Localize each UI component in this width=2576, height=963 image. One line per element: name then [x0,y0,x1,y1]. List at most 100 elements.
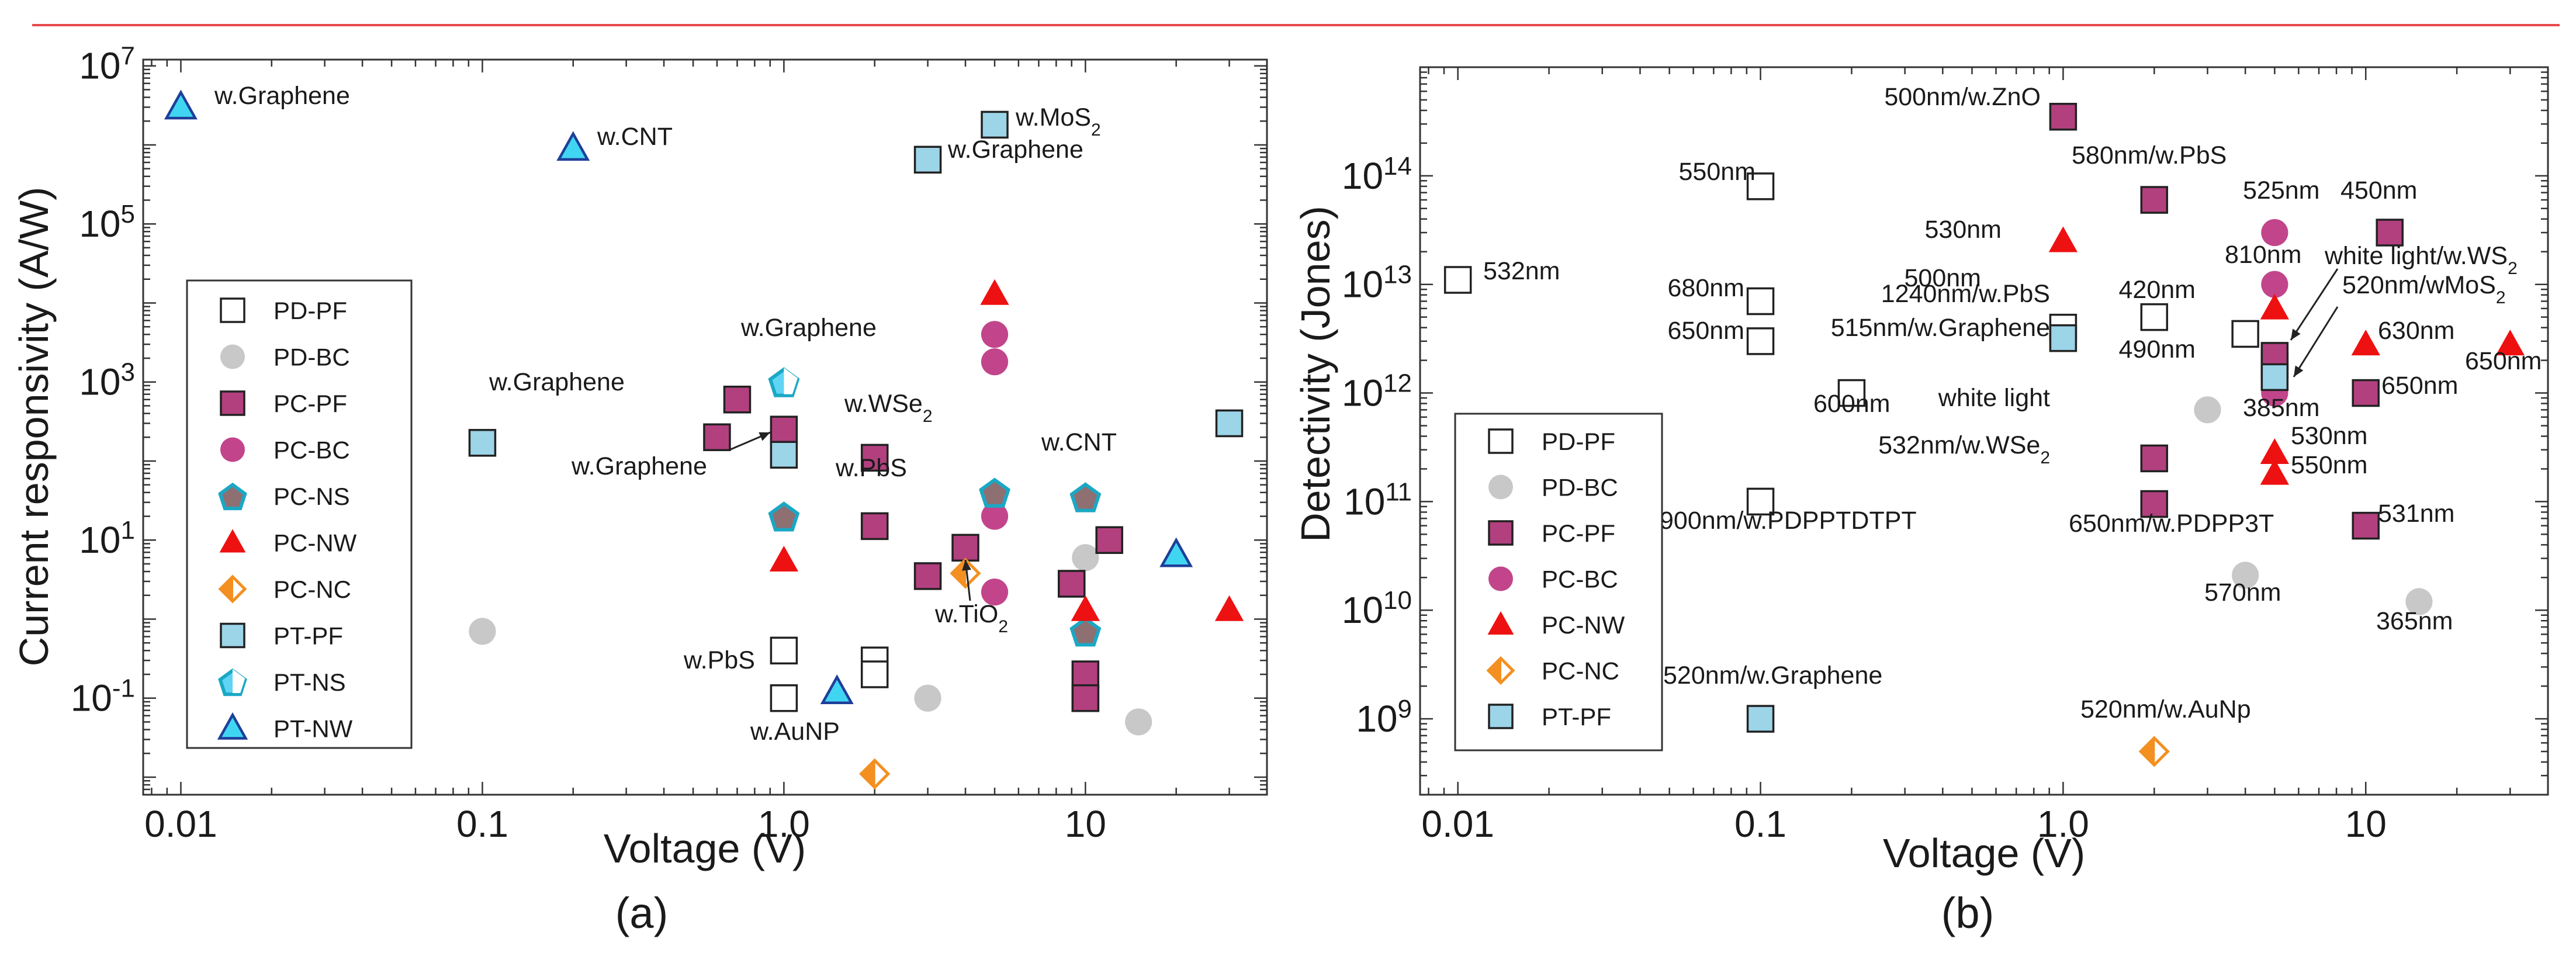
series-pc-pf [2049,102,2404,540]
legend-entry: PD-BC [220,344,350,371]
annotation-label: 650nm [2381,372,2458,400]
data-point [164,89,198,120]
data-point [1746,487,1775,516]
data-point [770,415,798,444]
data-point [979,477,1011,508]
data-point [2495,330,2525,356]
x-axis-label: Voltage (V) [604,826,806,871]
y-tick-label: 1011 [1344,477,1412,523]
annotation-label: w.Graphene [214,82,350,110]
y-tick-label: 1012 [1342,369,1412,414]
plot-frame [1419,66,2549,796]
legend-entry: PC-PF [220,390,347,417]
annotation-label: w.Graphene [740,314,877,342]
y-tick-label: 10-1 [71,674,135,719]
panel-label: (b) [1941,889,1994,937]
legend-marker [1486,656,1515,685]
data-point [2352,511,2380,540]
legend-entry: PC-BC [220,437,350,464]
series-pc-nw [2048,226,2525,485]
legend-entry: PT-NW [217,712,353,743]
annotation-label: w.Graphene [947,136,1083,164]
data-point [1746,327,1775,355]
legend: PD-PF PD-BC PC-PF PC-BC PC-NS PC-NW PC-NC PT-PF… [186,279,413,749]
arrow-head [2291,328,2301,340]
legend-label: PC-NW [1542,611,1625,639]
annotation-label: 680nm [1668,274,1744,302]
annotation-label: 580nm/w.PbS [2072,141,2227,169]
plot-frame [142,58,1268,796]
data-point [2352,379,2380,407]
data-point [981,348,1009,376]
data-point [2232,562,2259,589]
annotation-arrows [729,431,971,601]
panel-a: 0.01 0.1 1.0 10 10-1 101 103 105 107 Voltage (V) C… [11,41,1268,937]
data-point [913,146,942,174]
legend-entry: PC-BC [1488,566,1618,593]
data-point [981,503,1009,530]
annotation-label: white light [1938,384,2050,412]
annotation-label: 530nm [1925,216,2002,244]
x-tick-label: 0.01 [1421,803,1494,845]
y-tick-label: 1014 [1342,151,1412,197]
annotation-label: 570nm [2204,579,2281,607]
annotation-label: 515nm/w.Graphene [1831,314,2050,342]
data-point [2194,396,2221,424]
data-point [2140,444,2169,473]
annotation-label: 530nm [2291,422,2367,450]
data-point [951,534,979,562]
legend-marker [1488,520,1514,546]
y-tick-label: 105 [79,200,135,245]
legend-marker [220,297,245,323]
data-point [1159,537,1193,567]
x-tick-label: 1.0 [2037,803,2089,845]
series-pt-pf [468,110,1244,469]
legend-entry: PT-PF [1488,703,1611,730]
data-point [1125,708,1152,736]
legend-entry: PC-NW [1487,611,1625,639]
legend-marker [220,344,245,369]
annotation-label: 490nm [2119,335,2196,363]
data-point [1069,482,1102,512]
annotation-label: w.TiO2 [934,600,1008,636]
x-axis: 0.01 0.1 1.0 10 [144,60,1268,845]
annotations: w.Graphenew.CNTw.MoS2w.Graphenew.Graphen… [214,82,1117,746]
data-point [860,444,889,472]
series-pc-bc [981,321,1009,606]
data-point [2140,303,2169,331]
data-point [1072,544,1099,571]
series-pc-nc [859,557,981,790]
legend-entry: PD-BC [1488,474,1618,501]
y-tick-label: 101 [79,516,135,562]
series-pt-pf [1746,324,2289,733]
y-axis: 109 1010 1011 1012 1013 1014 [1342,66,2548,796]
annotation-arrows [2290,268,2339,377]
data-point [914,684,941,712]
legend-label: PC-NC [273,576,351,603]
x-axis: 0.01 0.1 1.0 10 [1421,67,2549,845]
y-tick-label: 107 [79,41,135,87]
annotations: 500nm/w.ZnO 580nm/w.PbS 550nm 532nm 530nm 525… [1483,83,2542,723]
annotation-label: 532nm/w.WSe2 [1878,431,2050,467]
annotation-label: 600nm [1813,390,1890,418]
data-point [2049,324,2078,352]
legend-marker [219,529,246,553]
x-axis-label: Voltage (V) [1883,830,2085,876]
data-point [703,423,731,452]
data-point [913,562,942,590]
data-point [2260,363,2289,392]
data-point [1071,660,1100,688]
data-point [469,618,496,645]
data-point [981,110,1009,139]
series-pt-ns [768,367,800,397]
data-point [1746,705,1775,733]
legend-marker [1488,474,1513,500]
annotation-label: 550nm [1679,158,1756,186]
data-point [2049,102,2078,131]
annotation-label: 650nm/w.PDPP3T [2069,510,2274,538]
x-tick-label: 0.1 [1734,803,1786,845]
annotation-label: w.MoS2 [1015,103,1101,140]
data-point [2140,490,2169,518]
legend-marker [1488,704,1514,729]
